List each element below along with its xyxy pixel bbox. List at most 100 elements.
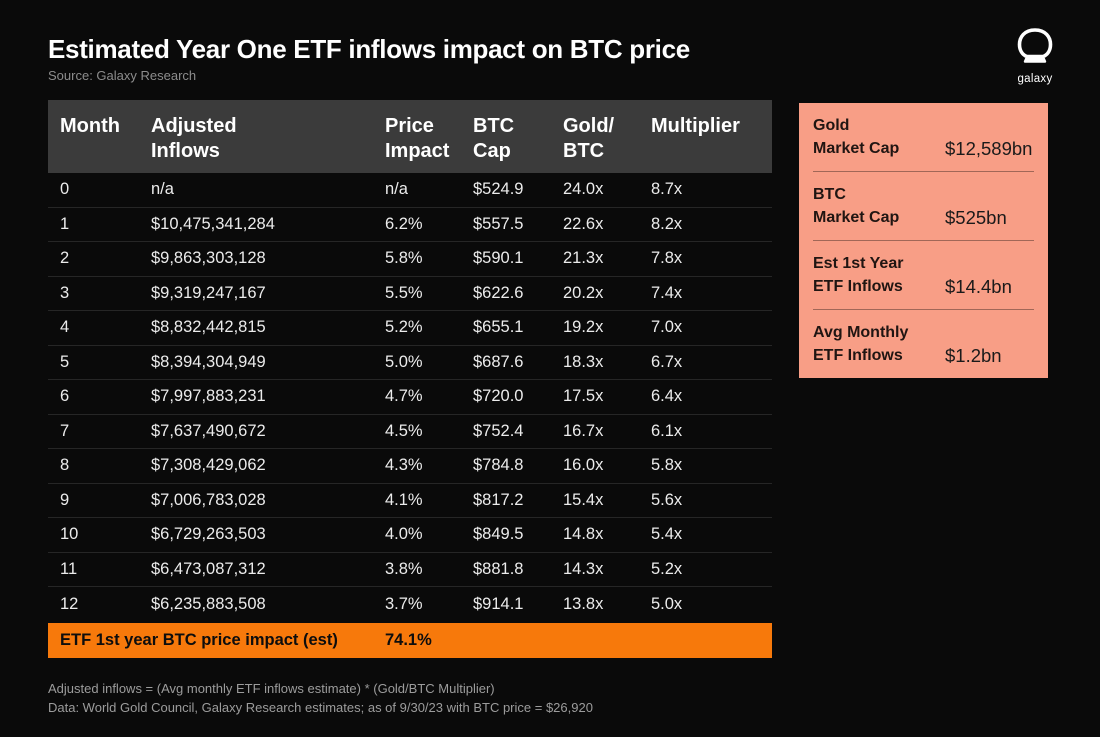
table-row-month-2: 2 $9,863,303,128 5.8% $590.1 21.3x 7.8x [48, 242, 772, 277]
cell-gold-btc: 16.7x [563, 421, 604, 440]
table-row-month-3: 3 $9,319,247,167 5.5% $622.6 20.2x 7.4x [48, 277, 772, 311]
stat-value: $12,589bn [945, 138, 1033, 159]
cell-price-impact: 3.7% [385, 594, 423, 613]
header-cell-gold-btc: Gold/BTC [563, 115, 615, 162]
cell-price-impact: 4.5% [385, 421, 423, 440]
table-row-month-12: 12 $6,235,883,508 3.7% $914.1 13.8x 5.0x [48, 587, 772, 622]
cell-adjusted-inflows: $7,308,429,062 [151, 456, 266, 475]
cell-btc-cap: $849.5 [473, 525, 524, 544]
table-row-month-7: 7 $7,637,490,672 4.5% $752.4 16.7x 6.1x [48, 415, 772, 449]
stats-panel: Gold Market Cap $12,589bn BTC Market Cap $… [799, 103, 1048, 378]
table-header-row: Month Adjusted Inflows Price Impact BTC Cap… [48, 100, 772, 173]
footnotes: Adjusted inflows = (Avg monthly ETF infl… [48, 679, 593, 717]
cell-adjusted-inflows: $7,637,490,672 [151, 421, 266, 440]
cell-multiplier: 8.7x [651, 180, 683, 199]
cell-adjusted-inflows: $7,997,883,231 [151, 387, 266, 406]
total-row-label: ETF 1st year BTC price impact (est) [60, 630, 338, 649]
cell-adjusted-inflows: $9,319,247,167 [151, 283, 266, 302]
table-row-month-0: 0 n/a n/a $524.9 24.0x 8.7x [48, 173, 772, 208]
cell-adjusted-inflows: $9,863,303,128 [151, 249, 266, 268]
header-cell-btc-cap: BTC Cap [473, 115, 515, 162]
cell-month: 12 [60, 594, 79, 613]
table-row-month-10: 10 $6,729,263,503 4.0% $849.5 14.8x 5.4x [48, 518, 772, 553]
stat-value: $1.2bn [945, 345, 1002, 366]
cell-adjusted-inflows: $7,006,783,028 [151, 490, 266, 509]
cell-multiplier: 6.7x [651, 352, 683, 371]
stat-label: BTC Market Cap [813, 186, 900, 226]
page-title: Estimated Year One ETF inflows impact on… [48, 34, 690, 64]
cell-gold-btc: 14.8x [563, 525, 604, 544]
cell-price-impact: 5.5% [385, 283, 423, 302]
cell-month: 5 [60, 352, 70, 371]
cell-multiplier: 5.8x [651, 456, 683, 475]
stat-est-1st-year-etf-inflows: Est 1st Year ETF Inflows $14.4bn [813, 241, 1034, 310]
cell-btc-cap: $817.2 [473, 490, 524, 509]
cell-btc-cap: $881.8 [473, 559, 524, 578]
table-row-month-4: 4 $8,832,442,815 5.2% $655.1 19.2x 7.0x [48, 311, 772, 346]
cell-gold-btc: 24.0x [563, 180, 604, 199]
cell-btc-cap: $622.6 [473, 283, 524, 302]
cell-btc-cap: $524.9 [473, 180, 524, 199]
source-label: Source: Galaxy Research [48, 68, 197, 83]
table-row-month-9: 9 $7,006,783,028 4.1% $817.2 15.4x 5.6x [48, 484, 772, 518]
cell-month: 11 [60, 559, 78, 578]
cell-btc-cap: $914.1 [473, 594, 524, 613]
table-row-month-6: 6 $7,997,883,231 4.7% $720.0 17.5x 6.4x [48, 380, 772, 415]
cell-multiplier: 7.0x [651, 318, 683, 337]
table-row-month-5: 5 $8,394,304,949 5.0% $687.6 18.3x 6.7x [48, 346, 772, 380]
cell-month: 0 [60, 180, 70, 199]
cell-btc-cap: $784.8 [473, 456, 524, 475]
stat-avg-monthly-etf-inflows: Avg Monthly ETF Inflows $1.2bn [813, 310, 1034, 378]
cell-multiplier: 7.4x [651, 283, 683, 302]
stat-label: Est 1st Year ETF Inflows [813, 255, 904, 295]
cell-price-impact: 4.0% [385, 525, 423, 544]
cell-month: 8 [60, 456, 70, 475]
cell-price-impact: 5.0% [385, 352, 423, 371]
cell-gold-btc: 13.8x [563, 594, 604, 613]
cell-price-impact: 5.8% [385, 249, 423, 268]
cell-month: 7 [60, 421, 70, 440]
cell-adjusted-inflows: $6,729,263,503 [151, 525, 266, 544]
galaxy-logo-text: galaxy [1017, 73, 1053, 85]
total-row: ETF 1st year BTC price impact (est) 74.1… [48, 622, 772, 658]
cell-multiplier: 5.6x [651, 490, 683, 509]
cell-price-impact: 4.1% [385, 490, 423, 509]
stat-btc-market-cap: BTC Market Cap $525bn [813, 172, 1034, 241]
cell-gold-btc: 15.4x [563, 490, 604, 509]
cell-price-impact: n/a [385, 180, 408, 199]
cell-month: 2 [60, 249, 70, 268]
cell-gold-btc: 16.0x [563, 456, 604, 475]
cell-price-impact: 5.2% [385, 318, 423, 337]
cell-month: 6 [60, 387, 70, 406]
cell-month: 4 [60, 318, 70, 337]
cell-btc-cap: $557.5 [473, 214, 524, 233]
stat-label: Gold Market Cap [813, 117, 900, 157]
cell-adjusted-inflows: $8,832,442,815 [151, 318, 266, 337]
table-body: 0 n/a n/a $524.9 24.0x 8.7x 1 $10,475,341,284 6… [48, 173, 772, 622]
footnote-data-source: Data: World Gold Council, Galaxy Researc… [48, 700, 593, 715]
cell-multiplier: 7.8x [651, 249, 683, 268]
cell-month: 3 [60, 283, 70, 302]
cell-month: 9 [60, 490, 70, 509]
cell-btc-cap: $687.6 [473, 352, 524, 371]
etf-impact-table: Month Adjusted Inflows Price Impact BTC Cap… [48, 100, 772, 658]
cell-price-impact: 4.3% [385, 456, 423, 475]
cell-gold-btc: 14.3x [563, 559, 604, 578]
cell-multiplier: 6.1x [651, 421, 683, 440]
cell-price-impact: 6.2% [385, 214, 423, 233]
cell-gold-btc: 21.3x [563, 249, 604, 268]
header-cell-adjusted-inflows: Adjusted Inflows [151, 115, 237, 162]
table-row-month-11: 11 $6,473,087,312 3.8% $881.8 14.3x 5.2x [48, 553, 772, 587]
stat-gold-market-cap: Gold Market Cap $12,589bn [813, 103, 1034, 172]
header-cell-price-impact: Price Impact [385, 115, 450, 162]
table-row-month-8: 8 $7,308,429,062 4.3% $784.8 16.0x 5.8x [48, 449, 772, 484]
cell-gold-btc: 22.6x [563, 214, 604, 233]
cell-gold-btc: 19.2x [563, 318, 604, 337]
cell-adjusted-inflows: $8,394,304,949 [151, 352, 266, 371]
stat-value: $14.4bn [945, 276, 1012, 297]
cell-btc-cap: $590.1 [473, 249, 524, 268]
cell-month: 10 [60, 525, 79, 544]
header-cell-multiplier: Multiplier [651, 115, 740, 137]
cell-adjusted-inflows: $6,235,883,508 [151, 594, 266, 613]
